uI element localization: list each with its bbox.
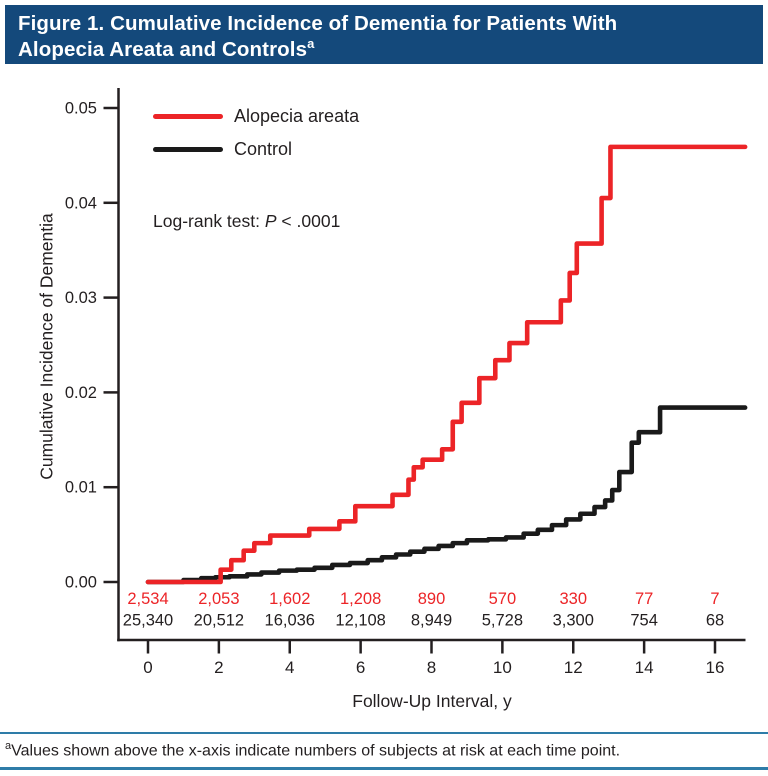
at-risk-count: 77: [635, 590, 653, 608]
legend-item-alopecia-areata: Alopecia areata: [153, 105, 360, 126]
y-tick-label: 0.03: [65, 289, 97, 307]
legend-label-alopecia-areata: Alopecia areata: [234, 105, 360, 126]
at-risk-count: 1,208: [340, 590, 381, 608]
x-tick-label: 12: [564, 658, 583, 677]
x-tick-label: 8: [427, 658, 436, 677]
at-risk-count: 570: [489, 590, 517, 608]
p-value-symbol: P: [264, 211, 277, 231]
at-risk-count: 3,300: [553, 612, 594, 630]
y-tick-label: 0.01: [65, 479, 97, 497]
at-risk-count: 12,108: [335, 612, 385, 630]
y-tick-label: 0.05: [65, 100, 97, 118]
footnote-text: Values shown above the x-axis indicate n…: [11, 742, 621, 760]
log-rank-annotation: Log-rank test: P < .0001: [153, 211, 340, 232]
at-risk-count: 25,340: [123, 612, 173, 630]
x-tick-label: 10: [493, 658, 512, 677]
control-line-swatch: [153, 146, 223, 152]
x-tick-label: 2: [214, 658, 223, 677]
log-rank-prefix: Log-rank test:: [153, 211, 265, 231]
at-risk-count: 16,036: [265, 612, 315, 630]
at-risk-count: 890: [418, 590, 446, 608]
legend-item-control: Control: [153, 138, 293, 159]
figure-footnote: aValues shown above the x-axis indicate …: [0, 732, 768, 770]
x-tick-label: 14: [635, 658, 654, 677]
figure-title-superscript: a: [307, 36, 315, 52]
at-risk-count: 20,512: [194, 612, 244, 630]
cumulative-incidence-chart: 0.000.010.020.030.040.050 2 4 6 8 10 12 14 162,5…: [65, 88, 748, 677]
figure-title-line1: Figure 1. Cumulative Incidence of Dement…: [18, 12, 618, 35]
y-axis-title: Cumulative Incidence of Dementia: [36, 213, 57, 480]
y-tick-label: 0.02: [65, 384, 97, 402]
figure-title-bar: Figure 1. Cumulative Incidence of Dement…: [5, 5, 763, 64]
at-risk-count: 2,053: [198, 590, 239, 608]
at-risk-count: 68: [706, 612, 724, 630]
y-tick-label: 0.00: [65, 574, 97, 592]
at-risk-count: 754: [630, 612, 658, 630]
legend-label-control: Control: [234, 138, 293, 159]
y-tick-label: 0.04: [65, 194, 97, 212]
series-curve-control: [145, 405, 748, 585]
x-tick-label: 4: [285, 658, 294, 677]
at-risk-count: 2,534: [127, 590, 168, 608]
footnote-superscript: a: [5, 740, 12, 752]
at-risk-count: 1,602: [269, 590, 310, 608]
at-risk-count: 8,949: [411, 612, 452, 630]
p-value-text: < .0001: [276, 211, 341, 231]
at-risk-count: 5,728: [482, 612, 523, 630]
at-risk-count: 330: [559, 590, 587, 608]
x-tick-label: 0: [143, 658, 152, 677]
x-tick-label: 16: [706, 658, 725, 677]
alopecia-areata-line-swatch: [153, 113, 223, 119]
x-axis-title: Follow-Up Interval, y: [352, 691, 512, 711]
at-risk-count: 7: [710, 590, 719, 608]
figure-title-line2: Alopecia Areata and Controls: [18, 38, 308, 62]
series-curve-alopecia-areata: [145, 144, 748, 585]
x-tick-label: 6: [356, 658, 365, 677]
